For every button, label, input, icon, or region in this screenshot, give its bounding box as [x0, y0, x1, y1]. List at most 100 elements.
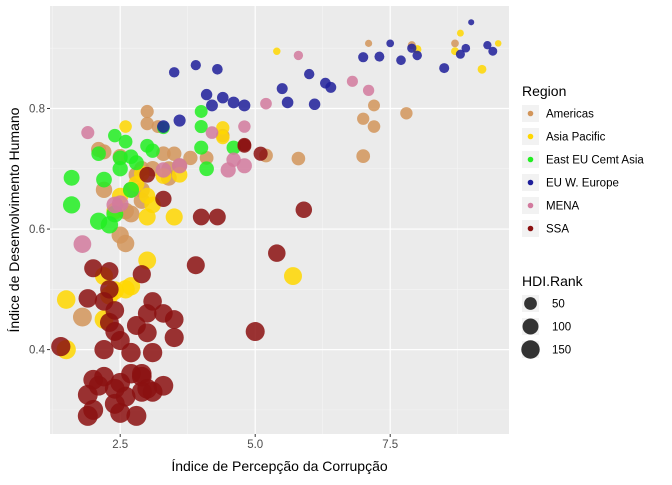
- data-point: [217, 91, 229, 104]
- data-point: [73, 235, 92, 253]
- data-point: [91, 146, 106, 161]
- region-legend: Region Americas Asia Pacific East EU Cemt …: [522, 83, 644, 237]
- data-point: [199, 161, 214, 177]
- data-point: [155, 190, 172, 208]
- data-point: [77, 384, 98, 405]
- data-point: [173, 114, 186, 127]
- data-point: [157, 120, 170, 133]
- data-point: [260, 97, 272, 110]
- data-point: [186, 256, 205, 275]
- data-point: [386, 39, 395, 48]
- data-point: [121, 342, 141, 363]
- rank-legend-title: HDI.Rank: [522, 273, 584, 289]
- legend-key-dot: [527, 179, 534, 186]
- data-point: [165, 208, 183, 226]
- data-points: [51, 19, 502, 426]
- data-point: [477, 64, 487, 74]
- data-point: [346, 75, 358, 87]
- data-point: [143, 292, 162, 311]
- data-point: [194, 119, 208, 134]
- rank-legend: HDI.Rank 50 100 150: [521, 273, 584, 359]
- x-tick-label: 7.5: [382, 439, 398, 451]
- data-point: [276, 83, 288, 95]
- legend-label: MENA: [546, 201, 580, 213]
- size-legend-dot: [524, 297, 537, 310]
- data-point: [494, 40, 502, 47]
- data-point: [77, 405, 98, 426]
- data-point: [238, 120, 251, 133]
- data-point: [112, 161, 128, 177]
- series-east-eu-cemt-asia: [62, 105, 241, 234]
- legend-key-dot: [527, 202, 534, 209]
- data-point: [412, 50, 422, 61]
- data-point: [468, 19, 475, 26]
- data-point: [237, 138, 252, 153]
- data-point: [245, 321, 265, 342]
- series-ssa: [51, 137, 313, 426]
- y-axis: 0.4 0.6 0.8: [29, 103, 50, 357]
- data-point: [209, 208, 226, 226]
- data-point: [358, 52, 369, 63]
- data-point: [238, 99, 251, 112]
- data-point: [116, 234, 135, 253]
- data-point: [78, 289, 98, 308]
- data-point: [205, 126, 219, 139]
- data-point: [291, 151, 306, 166]
- data-point: [439, 63, 450, 74]
- data-point: [51, 336, 71, 357]
- data-point: [308, 98, 321, 111]
- data-point: [140, 104, 154, 119]
- data-point: [374, 51, 385, 62]
- data-point: [325, 81, 337, 93]
- region-legend-title: Region: [522, 83, 566, 99]
- legend-label: Americas: [546, 109, 594, 121]
- legend-key-dot: [527, 133, 534, 140]
- data-point: [488, 46, 498, 56]
- data-point: [183, 150, 198, 166]
- x-axis: 2.5 5.0 7.5: [112, 434, 398, 451]
- size-legend-dot: [522, 318, 539, 335]
- x-axis-label: Índice de Percepção da Corrupção: [171, 458, 388, 474]
- y-axis-label: Índice de Desenvolvimento Humano: [6, 107, 22, 332]
- y-tick-label: 0.8: [29, 103, 45, 115]
- data-point: [451, 39, 459, 48]
- data-point: [483, 41, 492, 50]
- data-point: [110, 402, 131, 423]
- y-tick-label: 0.4: [29, 345, 46, 357]
- data-point: [131, 381, 152, 402]
- series-mena: [73, 50, 375, 253]
- data-point: [365, 39, 373, 47]
- data-point: [126, 316, 146, 335]
- size-legend-dot: [521, 340, 540, 359]
- legend-label: SSA: [546, 224, 569, 236]
- data-point: [166, 146, 182, 161]
- data-point: [122, 205, 140, 223]
- data-point: [96, 171, 112, 188]
- data-point: [132, 363, 152, 384]
- data-point: [56, 290, 76, 309]
- data-point: [362, 84, 375, 97]
- data-point: [194, 105, 208, 118]
- data-point: [220, 162, 236, 178]
- data-point: [216, 121, 230, 135]
- data-point: [142, 342, 163, 363]
- data-point: [139, 166, 156, 183]
- data-point: [206, 99, 218, 112]
- legend-label: East EU Cemt Asia: [546, 155, 644, 167]
- data-point: [128, 155, 144, 171]
- data-point: [84, 259, 103, 278]
- data-point: [407, 43, 417, 53]
- data-point: [456, 29, 464, 37]
- series-eu-w-europe: [157, 19, 498, 133]
- data-point: [268, 244, 286, 262]
- data-point: [357, 112, 370, 125]
- data-point: [118, 134, 133, 149]
- data-point: [116, 280, 135, 299]
- data-point: [281, 96, 294, 109]
- data-point: [284, 267, 302, 286]
- data-point: [194, 140, 209, 155]
- data-point: [100, 216, 119, 234]
- data-point: [168, 67, 180, 78]
